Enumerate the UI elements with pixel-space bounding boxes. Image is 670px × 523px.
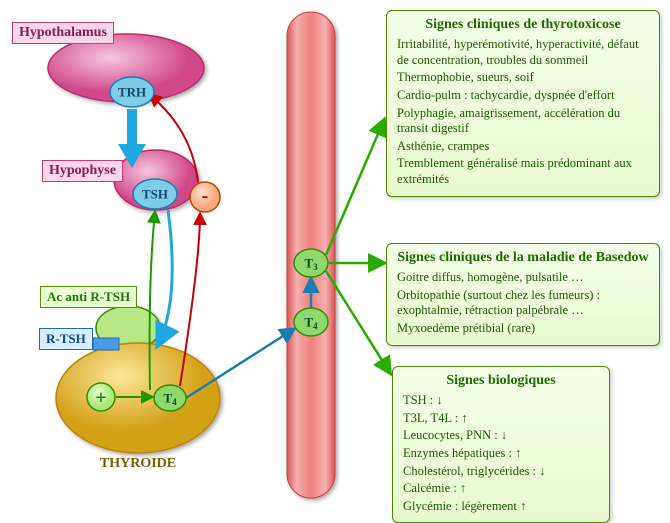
section-biologiques: Signes biologiques TSH : ↓ T3L, T4L : ↑ … [392,366,610,523]
trh-label: TRH [118,85,146,100]
ac-anti-rtsh-label: Ac anti R-TSH [40,286,137,308]
bio-line: Enzymes hépatiques : ↑ [403,446,599,462]
minus-label: - [202,185,209,207]
basedow-line: Myxoedème prétibial (rare) [397,321,649,337]
thyrotox-line: Asthénie, crampes [397,139,649,155]
arrow-t3-bio [326,271,390,373]
bio-line: Cholestérol, triglycérides : ↓ [403,464,599,480]
bio-line: T3L, T4L : ↑ [403,411,599,427]
section-bio-title: Signes biologiques [403,373,599,389]
rtsh-receptor [93,338,119,350]
basedow-line: Goitre diffus, homogène, pulsatile … [397,270,649,286]
thyrotox-line: Cardio-pulm : tachycardie, dyspnée d'eff… [397,88,649,104]
plus-label: + [95,387,106,409]
hypothalamus-label: Hypothalamus [12,22,114,44]
hypophyse-label: Hypophyse [42,160,123,182]
bio-line: Glycémie : légèrement ↑ [403,499,599,515]
thyrotox-line: Polyphagie, amaigrissement, accélération… [397,106,649,137]
bio-line: Calcémie : ↑ [403,481,599,497]
bio-line: TSH : ↓ [403,393,599,409]
rtsh-label: R-TSH [39,328,93,350]
bio-line: Leucocytes, PNN : ↓ [403,428,599,444]
section-basedow: Signes cliniques de la maladie de Basedo… [386,243,660,346]
thyrotox-line: Irritabilité, hyperémotivité, hyperactiv… [397,37,649,68]
basedow-line: Orbitopathie (surtout chez les fumeurs) … [397,288,649,319]
thyrotox-line: Tremblement généralisé mais prédominant … [397,156,649,187]
tsh-label: TSH [142,187,168,202]
section-thyrotoxicose-title: Signes cliniques de thyrotoxicose [397,17,649,33]
thyroid-label: THYROIDE [100,456,176,471]
section-basedow-title: Signes cliniques de la maladie de Basedo… [397,250,649,266]
thyrotox-line: Thermophobie, sueurs, soif [397,70,649,86]
section-thyrotoxicose: Signes cliniques de thyrotoxicose Irrita… [386,10,660,197]
